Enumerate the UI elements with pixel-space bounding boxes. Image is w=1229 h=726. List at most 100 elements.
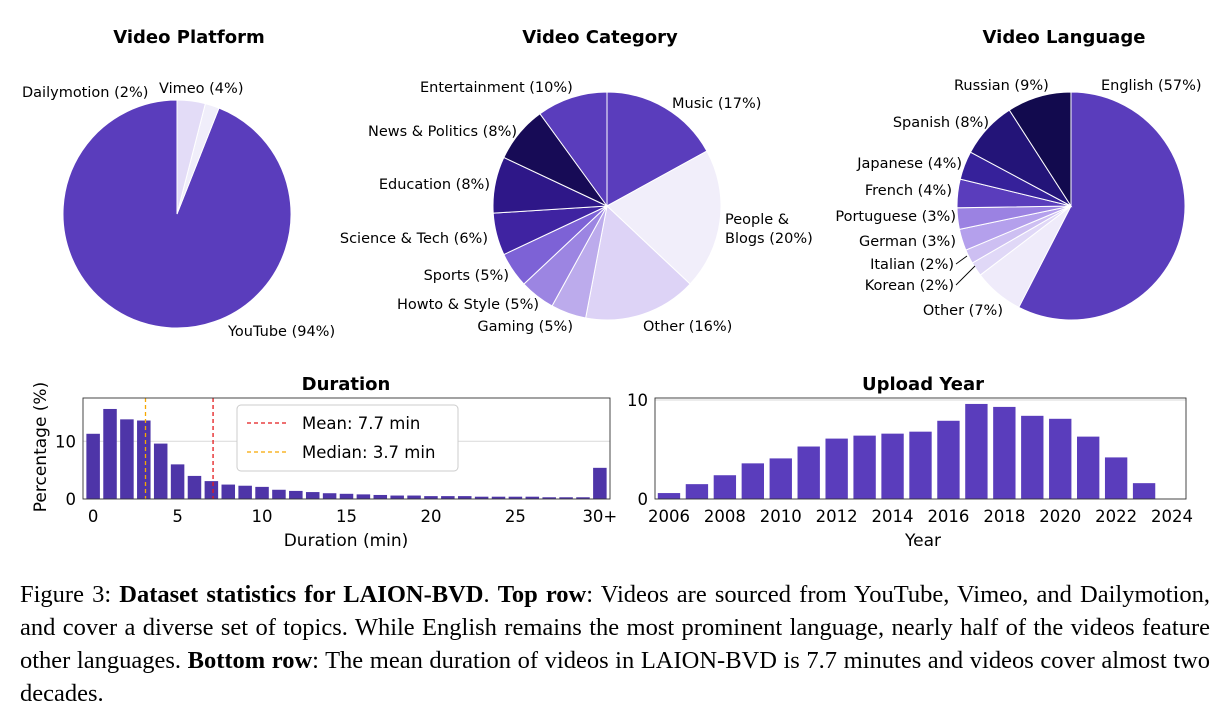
pie-slice-other [585, 205, 691, 321]
bar [255, 486, 269, 499]
platform-pie [62, 99, 292, 329]
x-tick-label: 2008 [704, 507, 746, 526]
bar [238, 485, 252, 499]
bar [965, 403, 988, 499]
bar [204, 481, 219, 499]
pie-label-music: Music (17%) [672, 96, 761, 112]
bar [576, 497, 590, 499]
duration-chart-title: Duration [302, 374, 391, 395]
upload-year-chart-title: Upload Year [862, 374, 984, 395]
pie-label-other-language: Other (7%) [923, 303, 1003, 319]
pie-label-english: English (57%) [1101, 78, 1202, 94]
x-tick-label: 2024 [1151, 507, 1193, 526]
category-pie [492, 91, 722, 321]
bar [937, 420, 960, 499]
bar [685, 484, 709, 499]
upload-year-bar-chart: 2006 2008 2010 2012 2014 2016 2018 2020 2022 2024… [627, 391, 1193, 526]
x-tick-label: 2016 [927, 507, 969, 526]
y-tick-label: 10 [627, 391, 648, 410]
bar [441, 496, 455, 499]
bar [120, 419, 134, 499]
bar [1104, 457, 1128, 499]
x-tick-label: 15 [336, 507, 357, 526]
x-tick-label: 2018 [983, 507, 1025, 526]
category-pie-title: Video Category [522, 27, 678, 48]
bar [1077, 436, 1100, 499]
x-tick-label: 2014 [872, 507, 914, 526]
bar [187, 475, 202, 499]
bar [221, 484, 236, 499]
platform-pie-title: Video Platform [113, 27, 264, 48]
pie-label-french: French (4%) [865, 183, 952, 199]
bar [170, 464, 185, 499]
pie-label-education: Education (8%) [379, 177, 490, 193]
x-tick-label: 2020 [1039, 507, 1081, 526]
x-tick-label: 2010 [760, 507, 802, 526]
bar [474, 496, 489, 499]
pie-label-people-blogs-line1: People & [725, 212, 789, 228]
bar [137, 420, 151, 499]
bar [825, 438, 848, 499]
bar [407, 495, 421, 499]
bar [1049, 418, 1072, 499]
plot-frame [654, 397, 1187, 500]
pie-slice-music [606, 91, 708, 207]
bar [993, 406, 1016, 499]
caption-prefix: Figure 3: [20, 581, 120, 608]
pie-label-japanese: Japanese (4%) [856, 156, 962, 172]
figure: Video Platform Video Category Video Lang… [22, 27, 1202, 551]
pie-label-italian: Italian (2%) [870, 257, 954, 273]
pie-label-other-category: Other (16%) [643, 319, 732, 335]
bar [373, 494, 388, 499]
bar [356, 494, 371, 499]
caption-bold-title: Dataset statistics for LAION-BVD [119, 581, 484, 608]
legend [236, 404, 459, 472]
bar [339, 493, 354, 499]
bar [525, 496, 540, 499]
bar [153, 443, 168, 499]
caption-text-3: : The mean duration of videos in LAION-B… [20, 647, 1210, 707]
leader-line-korean [955, 265, 976, 286]
bar [424, 496, 438, 499]
pie-slice-vimeo [176, 99, 206, 215]
bar [289, 490, 303, 499]
pie-label-people-blogs-line2: Blogs (20%) [725, 231, 813, 247]
x-tick-label: 20 [420, 507, 441, 526]
bar [305, 492, 320, 499]
pie-slice-entertainment [539, 91, 608, 208]
x-tick-label: 2012 [816, 507, 858, 526]
bar [593, 467, 607, 499]
caption-bold-top-row: Top row [497, 581, 587, 608]
bar [508, 496, 523, 499]
pie-label-entertainment: Entertainment (10%) [420, 80, 573, 96]
pie-label-portuguese: Portuguese (3%) [835, 209, 956, 225]
duration-bar-chart: 0 5 10 15 20 25 30+ 0 10 Mean: 7.7 min Median: 3.7… [55, 397, 617, 526]
pie-slice-people-blogs [606, 150, 722, 285]
figure-caption: Figure 3: Dataset statistics for LAION-B… [20, 578, 1210, 710]
x-tick-label: 25 [505, 507, 526, 526]
bar [881, 433, 904, 499]
duration-y-axis-label: Percentage (%) [31, 382, 51, 512]
duration-x-axis-label: Duration (min) [284, 531, 409, 551]
bar [657, 493, 681, 499]
bar [559, 497, 573, 499]
pie-label-youtube: YouTube (94%) [227, 324, 335, 340]
pie-slice-english [1018, 91, 1186, 321]
x-tick-label: 0 [88, 507, 99, 526]
bar [322, 493, 337, 499]
pie-label-news-politics: News & Politics (8%) [368, 124, 517, 140]
y-tick-label: 0 [66, 490, 77, 509]
caption-text-1: . [483, 581, 498, 608]
language-pie-title: Video Language [983, 27, 1146, 48]
y-tick-label: 0 [638, 490, 649, 509]
y-tick-label: 10 [55, 432, 76, 451]
bar [542, 497, 556, 499]
x-tick-label: 10 [252, 507, 273, 526]
bar [86, 433, 100, 499]
pie-label-science-tech: Science & Tech (6%) [340, 231, 488, 247]
x-tick-label: 2022 [1095, 507, 1137, 526]
pie-label-dailymotion: Dailymotion (2%) [22, 85, 148, 101]
bar [713, 475, 737, 499]
x-tick-label: 30+ [582, 507, 617, 526]
pie-label-russian: Russian (9%) [954, 78, 1049, 94]
